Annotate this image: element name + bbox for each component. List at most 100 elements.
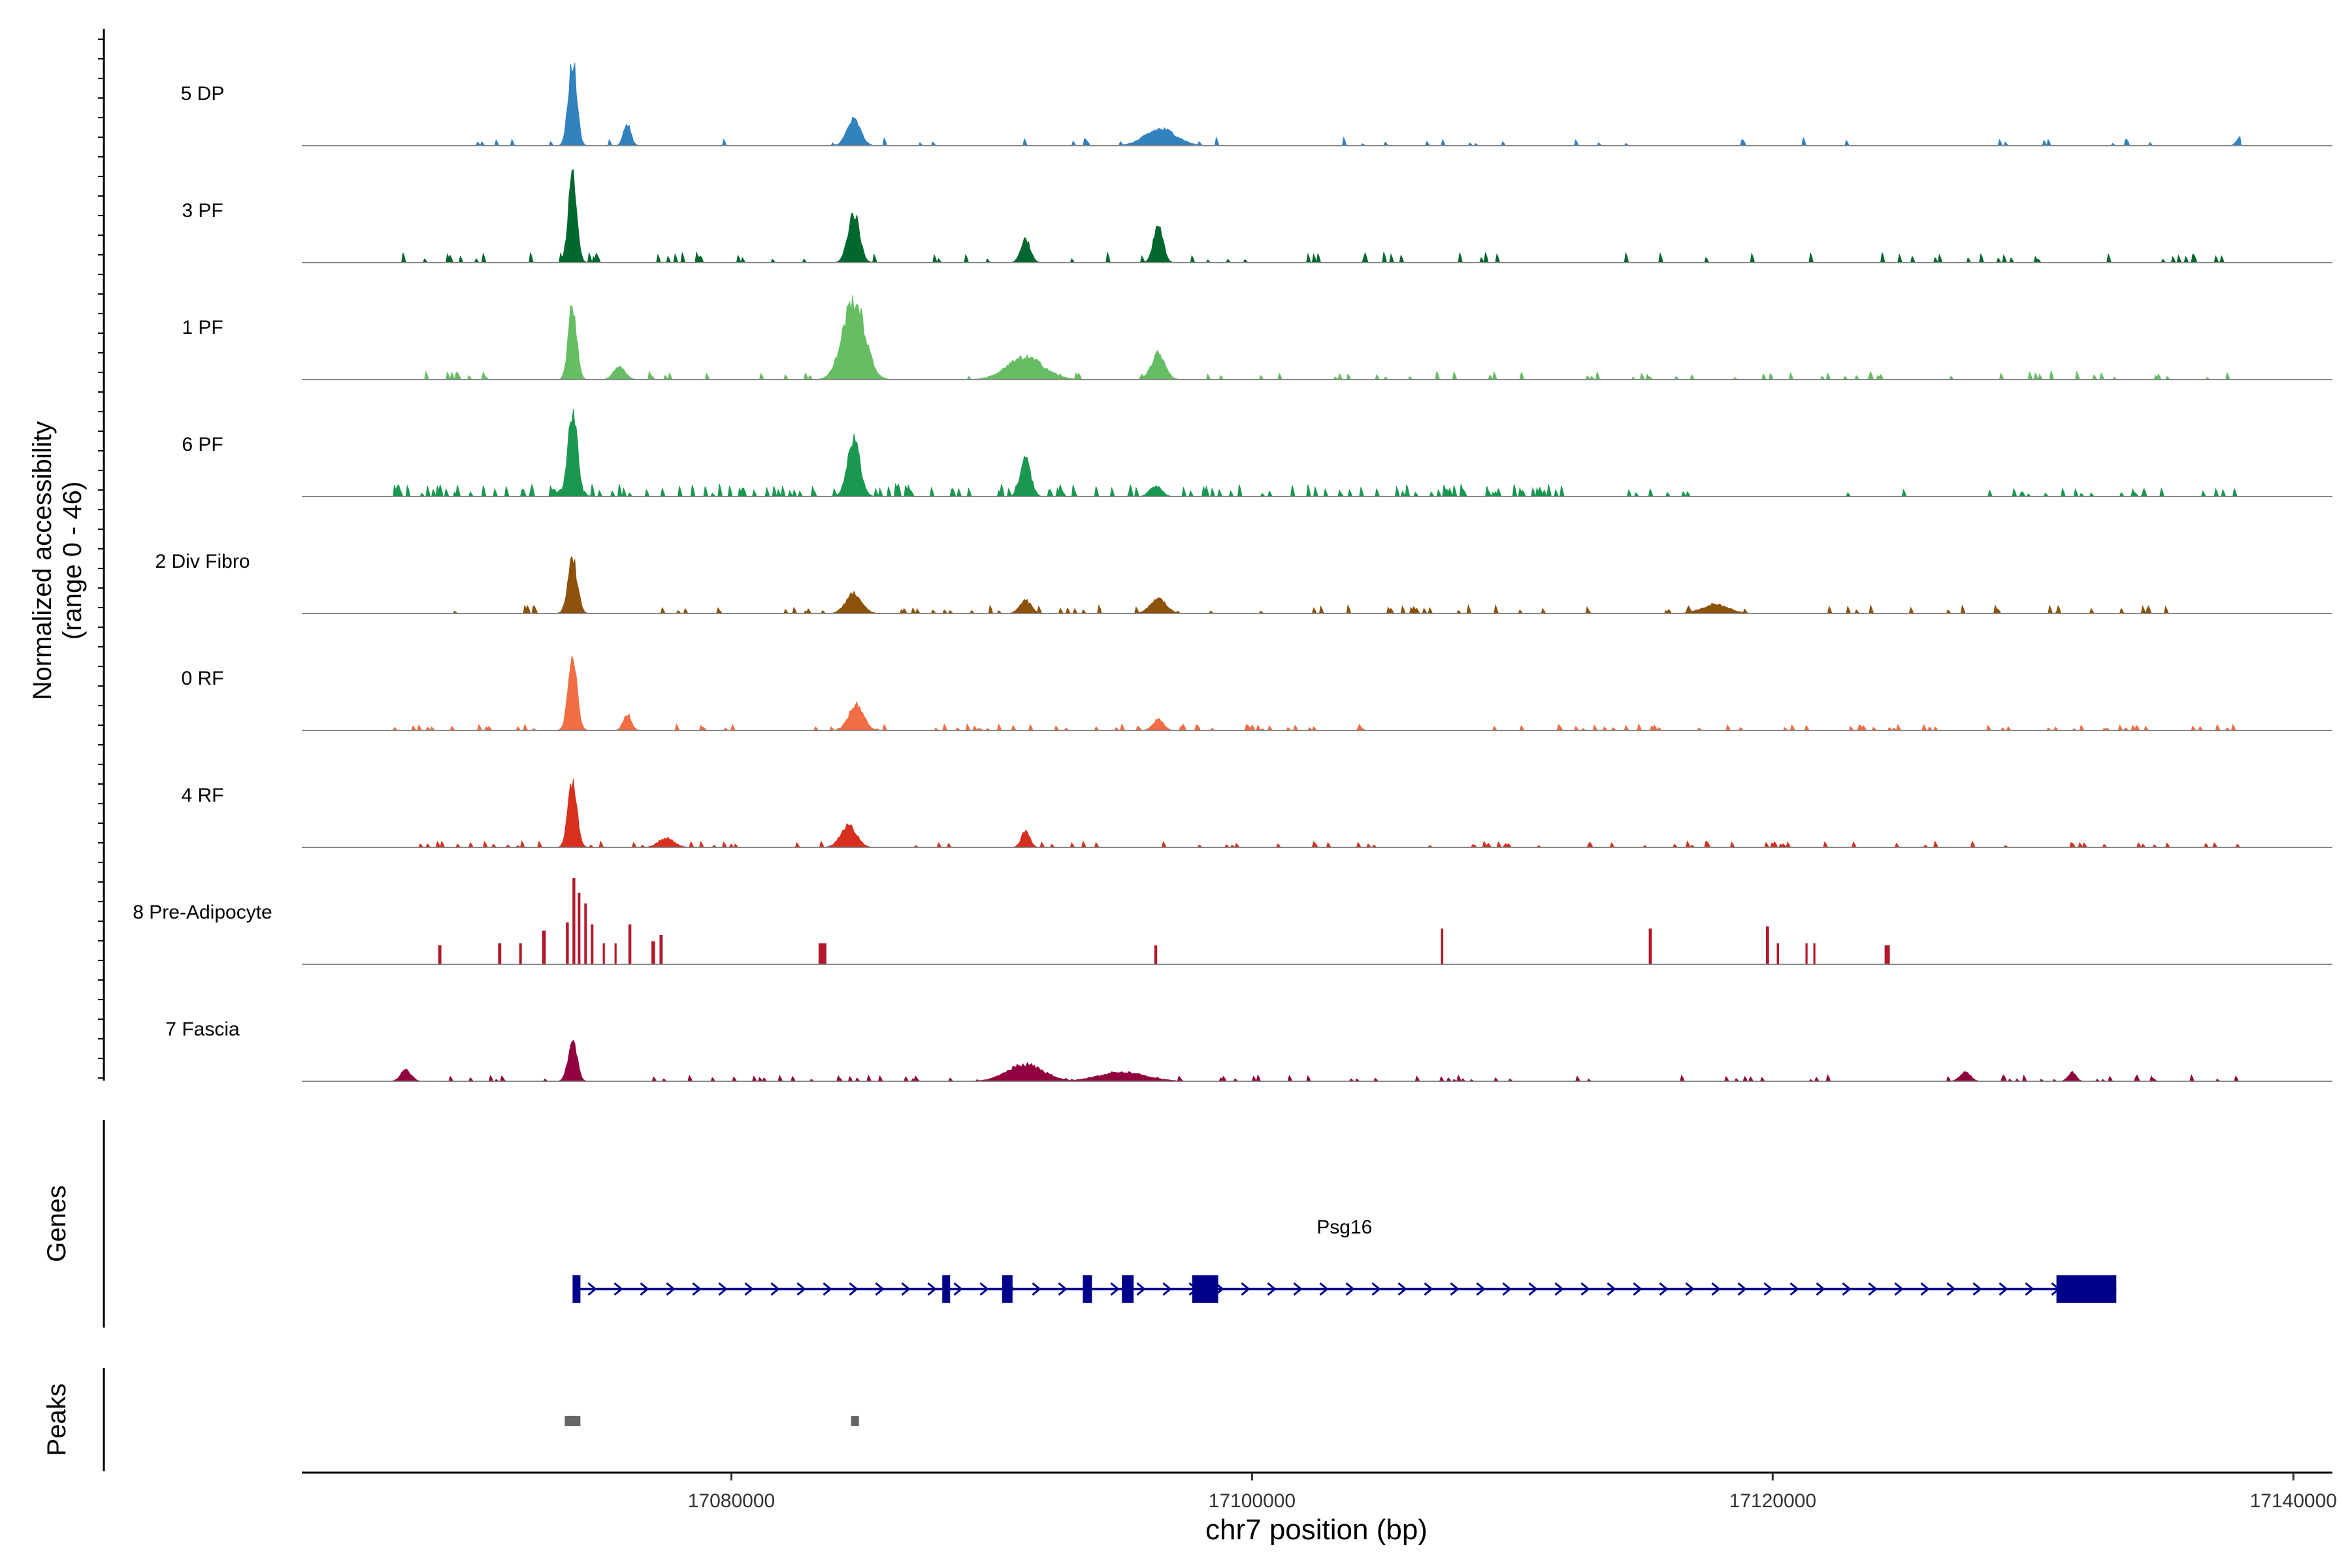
track-label: 8 Pre-Adipocyte [133, 902, 272, 923]
coverage-bar [584, 903, 587, 964]
strand-arrow [796, 1282, 806, 1296]
coverage-bar [1765, 926, 1769, 964]
coverage-bar [519, 943, 522, 964]
coverage-bar [1805, 943, 1808, 964]
peak-region [851, 1416, 859, 1426]
strand-arrow [1999, 1282, 2008, 1296]
strand-arrow [1580, 1282, 1590, 1296]
strand-arrow [849, 1282, 858, 1296]
strand-arrow [1136, 1282, 1146, 1296]
coverage-bar [1776, 943, 1780, 964]
track-label: 4 RF [181, 785, 223, 806]
strand-arrow [1502, 1282, 1512, 1296]
coverage-bar [566, 922, 569, 964]
x-tick-label: 17140000 [2249, 1490, 2336, 1512]
coverage-bar [628, 924, 632, 964]
exon [1083, 1275, 1092, 1303]
strand-arrow [1476, 1282, 1486, 1296]
strand-arrow [640, 1282, 649, 1296]
strand-arrow [1868, 1282, 1878, 1296]
strand-arrow [613, 1282, 623, 1296]
coverage-bar [1884, 945, 1890, 964]
coverage-bar [614, 943, 617, 964]
strand-arrow [1763, 1282, 1773, 1296]
track-label: 7 Fascia [165, 1019, 240, 1040]
coverage-area [393, 169, 2242, 264]
strand-arrow [1842, 1282, 1852, 1296]
gene-model-psg16 [572, 1275, 2117, 1303]
strand-arrow [1633, 1282, 1642, 1296]
track-0-rf: 0 RF [181, 656, 2332, 732]
peaks-title: Peaks [42, 1383, 71, 1456]
coverage-bar [578, 892, 581, 964]
coverage-bar [1441, 928, 1444, 964]
strand-arrow [1110, 1282, 1120, 1296]
strand-arrow [692, 1282, 702, 1296]
track-label: 1 PF [182, 317, 223, 338]
exon [572, 1275, 581, 1303]
exon [1122, 1275, 1134, 1303]
coverage-bar [602, 943, 605, 964]
track-2-div-fibro: 2 Div Fibro [155, 551, 2332, 615]
x-axis-title: chr7 position (bp) [1205, 1514, 1428, 1546]
strand-arrow [927, 1282, 937, 1296]
strand-arrow [1162, 1282, 1172, 1296]
strand-arrow [1816, 1282, 1825, 1296]
terminal-exon [2056, 1275, 2117, 1303]
exon [942, 1275, 951, 1303]
track-4-rf: 4 RF [181, 779, 2332, 849]
coverage-bar [572, 878, 576, 964]
strand-arrow [1946, 1282, 1956, 1296]
y-axis-title-line1: Normalized accessibility [28, 421, 57, 700]
track-6-pf: 6 PF [182, 408, 2332, 498]
x-tick-label: 17120000 [1729, 1490, 1816, 1512]
track-label: 6 PF [182, 434, 223, 455]
strand-arrow [1920, 1282, 1930, 1296]
strand-arrow [1397, 1282, 1407, 1296]
coverage-bar [818, 943, 826, 964]
y-axis: Normalized accessibility (range 0 - 46) [28, 29, 105, 1081]
coverage-bar [651, 941, 655, 964]
strand-arrow [1424, 1282, 1433, 1296]
y-axis-title-line2: (range 0 - 46) [58, 482, 87, 640]
strand-arrow [718, 1282, 728, 1296]
strand-arrow [1685, 1282, 1695, 1296]
strand-arrow [1450, 1282, 1460, 1296]
coverage-bar [542, 930, 546, 964]
strand-arrow [666, 1282, 676, 1296]
x-tick-label: 17080000 [688, 1490, 775, 1512]
track-label: 5 DP [181, 83, 225, 105]
strand-arrow [587, 1282, 597, 1296]
x-tick-label: 17100000 [1209, 1490, 1296, 1512]
strand-arrow [744, 1282, 754, 1296]
genes-title: Genes [42, 1185, 71, 1262]
strand-arrow [823, 1282, 832, 1296]
strand-arrow [1319, 1282, 1329, 1296]
track-label: 0 RF [181, 668, 223, 689]
strand-arrow [1058, 1282, 1068, 1296]
peaks-panel: Peaks [42, 1368, 859, 1471]
peak-marks [564, 1416, 859, 1426]
strand-arrow [1554, 1282, 1564, 1296]
exon [1192, 1275, 1218, 1303]
strand-arrow [1345, 1282, 1355, 1296]
strand-arrow [875, 1282, 885, 1296]
track-5-dp: 5 DP [181, 63, 2332, 147]
coverage-bar [498, 943, 502, 964]
y-axis-ticks [98, 39, 104, 1079]
genes-panel: Genes Psg16 [42, 1120, 2117, 1328]
strand-arrow [1711, 1282, 1721, 1296]
coverage-bar [1648, 928, 1652, 964]
strand-arrow [953, 1282, 963, 1296]
strand-arrow [1894, 1282, 1904, 1296]
track-8-pre-adipocyte: 8 Pre-Adipocyte [133, 878, 2332, 965]
exon [1002, 1275, 1013, 1303]
coverage-bar [438, 945, 442, 964]
coverage-bar [1154, 945, 1158, 964]
x-axis-ticks: 17080000 17100000 17120000 17140000 [688, 1473, 2337, 1512]
track-label: 3 PF [182, 200, 223, 221]
strand-arrow [901, 1282, 911, 1296]
strand-arrow [1607, 1282, 1616, 1296]
track-3-pf: 3 PF [182, 169, 2332, 264]
